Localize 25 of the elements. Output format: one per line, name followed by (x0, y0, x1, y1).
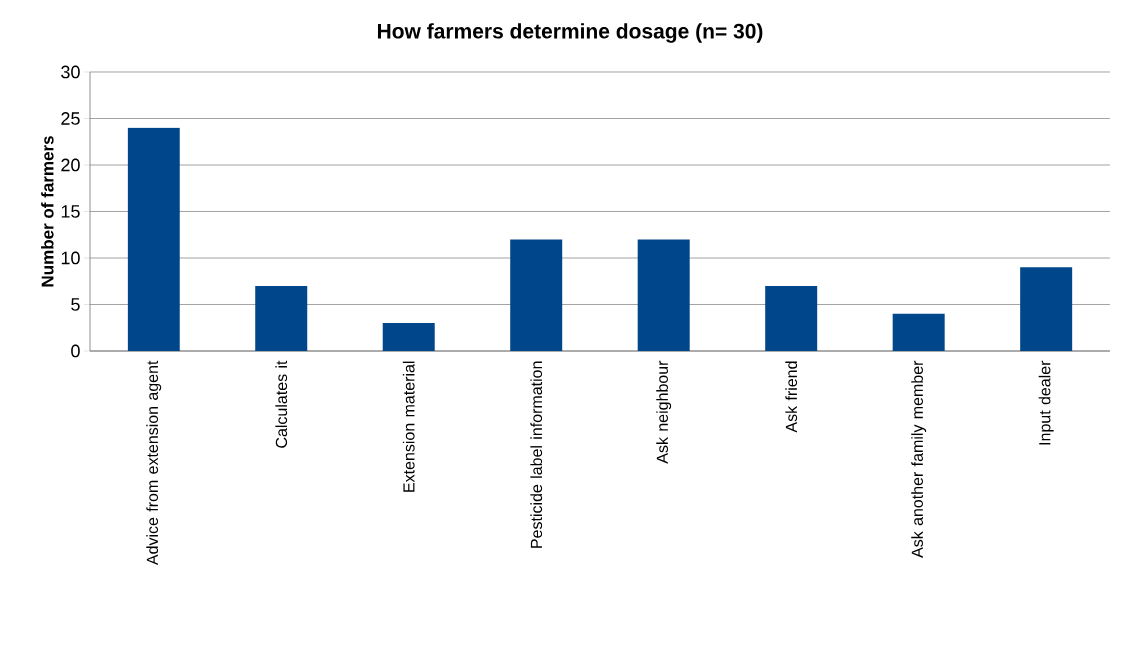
y-tick-label: 5 (71, 298, 80, 311)
y-axis-title: Number of farmers (41, 136, 54, 287)
x-tick-label: Ask another family member (911, 360, 927, 558)
y-tick-label: 10 (61, 251, 80, 265)
bar (1020, 267, 1073, 351)
x-tick-label: Input dealer (1038, 360, 1054, 445)
x-tick-label: Ask neighbour (656, 360, 672, 464)
bar (765, 285, 818, 351)
y-tick-label: 30 (61, 65, 80, 79)
bar (637, 239, 690, 351)
y-tick-label: 25 (61, 112, 80, 125)
x-tick-label: Advice from extension agent (146, 360, 162, 566)
bar (382, 323, 435, 351)
x-tick-label: Ask friend (785, 361, 798, 433)
y-tick-label: 15 (61, 205, 80, 218)
y-tick-label: 20 (61, 158, 80, 172)
x-tick-label: Calculates it (275, 360, 288, 448)
bar (892, 313, 945, 351)
chart-title: How farmers determine dosage (n= 30) (377, 23, 763, 43)
bar (255, 285, 308, 351)
y-tick-label: 0 (71, 344, 80, 358)
bar (127, 127, 180, 351)
x-tick-label: Extension material (402, 361, 415, 492)
bar (510, 239, 563, 351)
x-tick-label: Pesticide label information (530, 361, 543, 548)
